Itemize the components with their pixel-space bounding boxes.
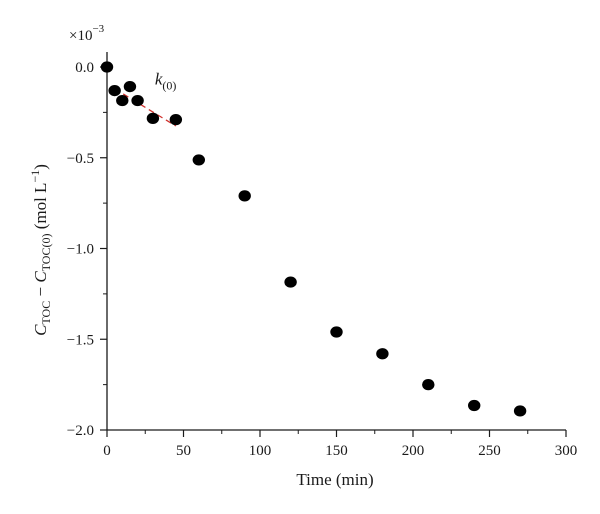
y-tick-label: −2.0 (67, 423, 94, 439)
x-axis-title: Time (min) (296, 470, 373, 489)
data-point (376, 348, 388, 359)
data-point (131, 95, 143, 106)
x-tick-label: 50 (176, 443, 191, 459)
y-tick-label: −0.5 (67, 151, 94, 167)
y-tick-label: −1.5 (67, 332, 94, 348)
axes (107, 52, 566, 430)
data-point (284, 276, 296, 287)
k0-fit-line (115, 89, 176, 126)
fit-line-group (115, 89, 176, 126)
data-point (101, 61, 113, 72)
data-point (330, 326, 342, 337)
y-tick-label: −1.0 (67, 242, 94, 258)
data-point (147, 113, 159, 124)
data-point (193, 154, 205, 165)
data-point (170, 114, 182, 125)
data-points (101, 61, 527, 416)
data-point (468, 400, 480, 411)
k0-annotation: k(0) (155, 70, 177, 93)
y-axis-title: CTOC − CTOC(0) (mol L−1) (28, 164, 53, 336)
data-point (108, 85, 120, 96)
data-point (422, 379, 434, 390)
data-point (514, 405, 526, 416)
y-tick-label: 0.0 (75, 60, 94, 76)
ticks: 0 50 100 150 200 250 300 0.0 −0.5 −1.0 −1.5 −2.0 (67, 60, 577, 459)
x-tick-label: 300 (555, 443, 578, 459)
x-tick-label: 200 (402, 443, 425, 459)
x-tick-label: 250 (478, 443, 501, 459)
data-point (116, 95, 128, 106)
x-tick-label: 0 (103, 443, 111, 459)
x-tick-label: 150 (325, 443, 348, 459)
x-tick-label: 100 (249, 443, 272, 459)
data-point (124, 81, 136, 92)
data-point (239, 190, 251, 201)
y-multiplier: ×10−3 (69, 23, 105, 44)
